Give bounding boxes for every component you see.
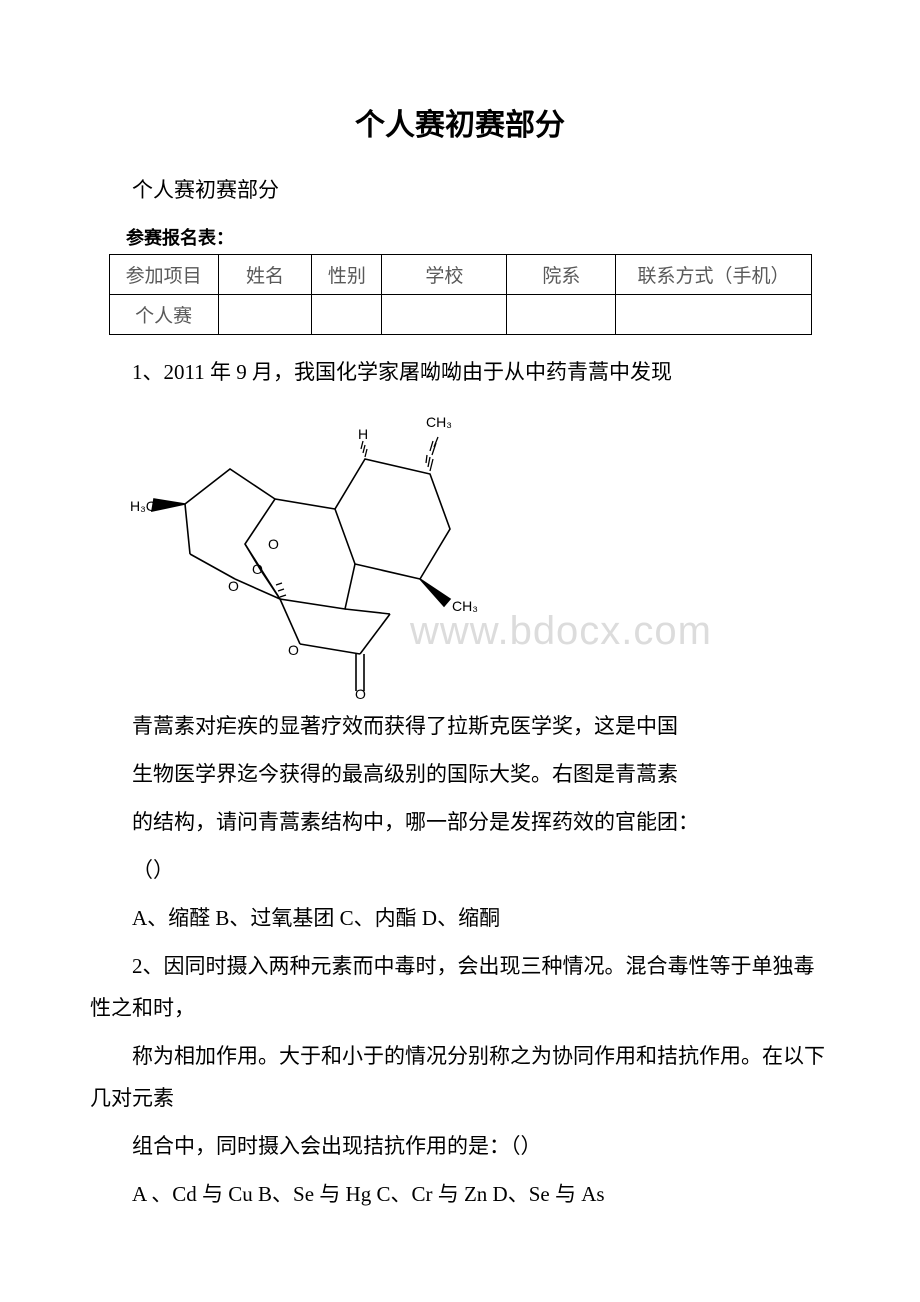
td-project: 个人赛 — [109, 295, 218, 335]
label-ch3-top: CH₃ — [426, 414, 452, 430]
registration-table: 参加项目 姓名 性别 学校 院系 联系方式（手机） 个人赛 — [109, 254, 812, 335]
subtitle: 个人赛初赛部分 — [90, 174, 830, 204]
q1-body4: （） — [132, 849, 830, 891]
td-contact — [616, 295, 811, 335]
table-row: 个人赛 — [109, 295, 811, 335]
form-label: 参赛报名表： — [126, 224, 830, 250]
label-o2: O — [228, 578, 239, 594]
table-header-row: 参加项目 姓名 性别 学校 院系 联系方式（手机） — [109, 255, 811, 295]
label-o5: O — [268, 536, 279, 552]
td-gender — [312, 295, 382, 335]
q1-intro: 1、2011 年 9 月，我国化学家屠呦呦由于从中药青蒿中发现 — [90, 351, 830, 393]
td-school — [382, 295, 507, 335]
th-school: 学校 — [382, 255, 507, 295]
q2-line3: 组合中，同时摄入会出现拮抗作用的是：（） — [90, 1125, 830, 1167]
label-o1: O — [252, 561, 263, 577]
q2-options: A 、Cd 与 Cu B、Se 与 Hg C、Cr 与 Zn D、Se 与 As — [90, 1173, 830, 1215]
q1-options: A、缩醛 B、过氧基团 C、内酯 D、缩酮 — [90, 897, 830, 939]
th-gender: 性别 — [312, 255, 382, 295]
molecule-diagram: CH₃ H₃C CH₃ H O O O O O www.bdocx.com — [130, 399, 530, 699]
th-project: 参加项目 — [109, 255, 218, 295]
molecule-svg: CH₃ H₃C CH₃ H O O O O O — [130, 399, 530, 699]
th-contact: 联系方式（手机） — [616, 255, 811, 295]
label-h3c-left: H₃C — [130, 498, 156, 514]
td-dept — [507, 295, 616, 335]
td-name — [218, 295, 312, 335]
label-ch3-right: CH₃ — [452, 598, 478, 614]
label-o3: O — [288, 642, 299, 658]
q1-body1: 青蒿素对疟疾的显著疗效而获得了拉斯克医学奖，这是中国 — [132, 705, 830, 747]
label-o4: O — [355, 686, 366, 699]
q2-line2: 称为相加作用。大于和小于的情况分别称之为协同作用和拮抗作用。在以下几对元素 — [90, 1035, 830, 1119]
page-title: 个人赛初赛部分 — [90, 100, 830, 144]
q2-line1: 2、因同时摄入两种元素而中毒时，会出现三种情况。混合毒性等于单独毒性之和时， — [90, 945, 830, 1029]
th-dept: 院系 — [507, 255, 616, 295]
label-h-top: H — [358, 426, 368, 442]
q1-body3: 的结构，请问青蒿素结构中，哪一部分是发挥药效的官能团： — [132, 801, 830, 843]
q1-body2: 生物医学界迄今获得的最高级别的国际大奖。右图是青蒿素 — [132, 753, 830, 795]
th-name: 姓名 — [218, 255, 312, 295]
